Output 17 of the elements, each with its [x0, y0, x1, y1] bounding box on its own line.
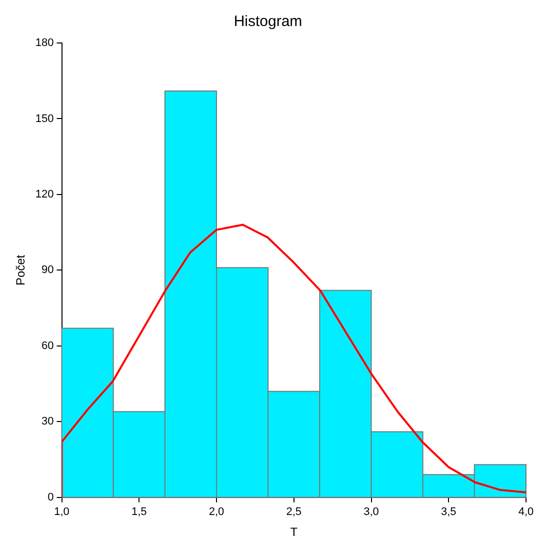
x-tick-label: 1,0	[54, 506, 70, 518]
y-tick-label: 180	[35, 37, 54, 50]
y-tick-label: 90	[42, 264, 54, 276]
x-axis-title: T	[290, 525, 298, 540]
x-tick-label: 3,5	[440, 506, 456, 518]
y-tick-label: 60	[42, 340, 54, 352]
chart-title: Histogram	[234, 13, 302, 30]
y-tick-label: 150	[35, 112, 54, 125]
y-axis-title: Počet	[14, 254, 28, 286]
x-tick-label: 1,5	[131, 506, 147, 518]
y-tick-label: 30	[42, 416, 54, 428]
x-tick-label: 4,0	[518, 506, 534, 518]
x-tick-label: 2,0	[208, 506, 224, 518]
x-tick-label: 3,0	[364, 506, 379, 518]
y-tick-label: 120	[35, 188, 54, 200]
y-tick-label: 0	[48, 491, 54, 504]
x-tick-label: 2,5	[286, 506, 302, 518]
